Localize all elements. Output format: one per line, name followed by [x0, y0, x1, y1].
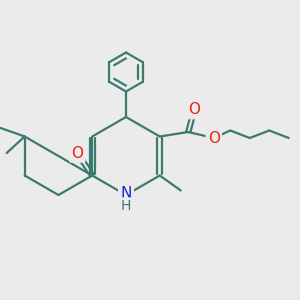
Text: O: O: [188, 102, 200, 117]
Text: N: N: [120, 186, 132, 201]
Text: O: O: [208, 130, 220, 146]
Text: O: O: [71, 146, 83, 160]
Text: H: H: [121, 200, 131, 213]
